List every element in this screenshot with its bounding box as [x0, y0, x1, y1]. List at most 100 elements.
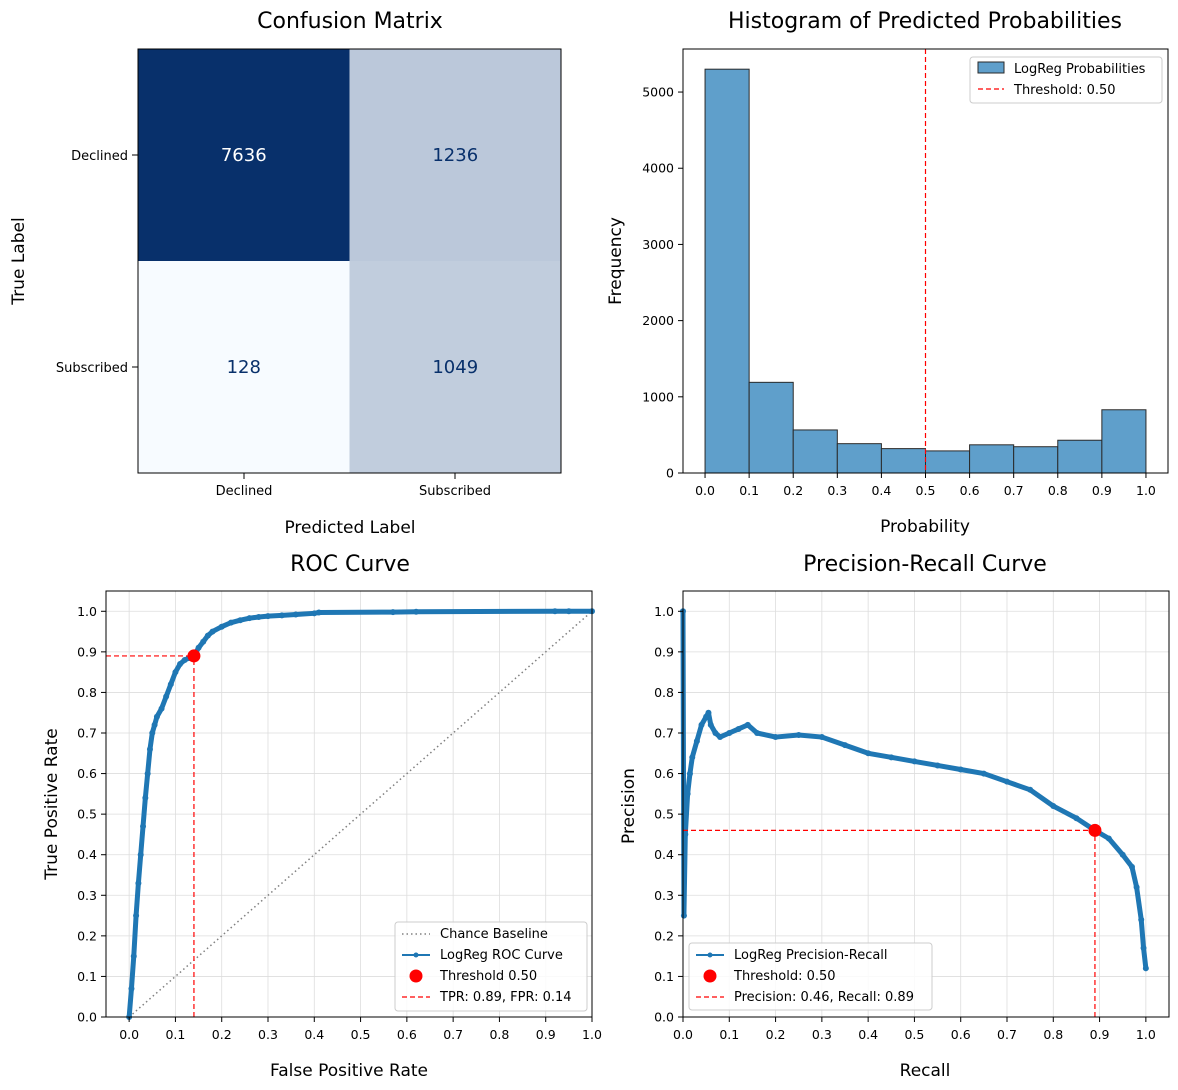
- hist-xtick-2: 0.2: [783, 483, 803, 498]
- pr-curve-point-33: [1119, 851, 1126, 858]
- cm-cells: 7636 1236 128 1049: [138, 49, 562, 474]
- roc-curve-point-13: [158, 705, 165, 712]
- roc-ylabel: True Positive Rate: [42, 728, 62, 880]
- cm-xtick-0: Declined: [216, 484, 273, 499]
- roc-curve-point-14: [163, 693, 170, 700]
- pr-curve-point-21: [865, 750, 872, 757]
- hist-xtick-3: 0.3: [827, 483, 847, 498]
- confusion-matrix-panel: Confusion Matrix 7636 1236 128 1049 Decline…: [9, 9, 562, 538]
- hist-bars: [704, 68, 1147, 474]
- roc-xtick-8: 0.8: [489, 1027, 509, 1042]
- roc-ytick-3: 0.3: [77, 888, 97, 903]
- pr-xticks: 0.0 0.1 0.2 0.3 0.4 0.5 0.6 0.7 0.8 0.9 1.0: [673, 1017, 1156, 1042]
- roc-curve-point-33: [311, 610, 318, 617]
- cm-ytick-1: Subscribed: [56, 361, 128, 376]
- roc-curve-point-3: [133, 912, 140, 919]
- roc-xtick-7: 0.7: [443, 1027, 463, 1042]
- cm-frame: [137, 48, 562, 474]
- pr-curve-point-24: [934, 762, 941, 769]
- roc-frame: [105, 590, 593, 1018]
- pr-curve-point-34: [1128, 863, 1135, 870]
- hist-title: Histogram of Predicted Probabilities: [728, 9, 1122, 34]
- pr-xtick-0: 0.0: [673, 1027, 693, 1042]
- pr-threshold-point: [1088, 823, 1102, 837]
- hist-bar-0: [704, 68, 750, 474]
- pr-xtick-2: 0.2: [766, 1027, 786, 1042]
- pr-curve-point-18: [795, 732, 802, 739]
- pr-yticks: 0.0 0.1 0.2 0.3 0.4 0.5 0.6 0.7 0.8 0.9 1.0: [654, 604, 683, 1025]
- roc-curve-point-36: [413, 608, 420, 615]
- pr-curve-point-37: [1140, 945, 1147, 952]
- roc-curve-point-24: [209, 628, 216, 635]
- roc-curve-point-7: [142, 794, 149, 801]
- roc-curve-point-38: [565, 608, 572, 615]
- roc-curve-point-12: [153, 713, 160, 720]
- hist-bar-6: [969, 444, 1015, 474]
- cm-ylabel: True Label: [9, 217, 29, 305]
- hist-xtick-7: 0.7: [1004, 483, 1024, 498]
- pr-legend-label-0: LogReg Precision-Recall: [734, 948, 888, 963]
- pr-curve-point-5: [689, 754, 696, 761]
- roc-curve-point-9: [146, 746, 153, 753]
- pr-xtick-6: 0.6: [951, 1027, 971, 1042]
- hist-ytick-5: 5000: [642, 85, 674, 100]
- roc-curve-point-23: [204, 632, 211, 639]
- hist-bar-7: [1013, 446, 1059, 474]
- hist-ytick-4: 4000: [642, 161, 674, 176]
- cm-ytick-0: Declined: [71, 149, 128, 164]
- pr-curve-point-6: [693, 738, 700, 745]
- hist-bar-8: [1057, 439, 1103, 474]
- roc-curve-point-18: [181, 656, 188, 663]
- roc-curve-point-25: [218, 623, 225, 630]
- pr-curve-point-26: [980, 770, 987, 777]
- roc-ytick-9: 0.9: [77, 644, 97, 659]
- pr-xtick-8: 0.8: [1043, 1027, 1063, 1042]
- hist-legend: LogReg Probabilities Threshold: 0.50: [969, 56, 1163, 104]
- roc-curve-point-11: [151, 721, 158, 728]
- pr-ytick-6: 0.6: [654, 766, 674, 781]
- roc-ytick-6: 0.6: [77, 766, 97, 781]
- pr-curve-point-38: [1142, 965, 1149, 972]
- pr-legend: LogReg Precision-Recall Threshold: 0.50 …: [688, 942, 933, 1011]
- hist-legend-label-1: Threshold: 0.50: [1013, 83, 1116, 98]
- pr-curve-point-23: [911, 758, 918, 765]
- pr-legend-swatch-threshold: [703, 969, 717, 983]
- pr-legend-box: [688, 942, 933, 1011]
- pr-curve-point-30: [1073, 815, 1080, 822]
- roc-curve-point-10: [149, 730, 156, 736]
- roc-curve-point-22: [200, 638, 207, 645]
- pr-curve-point-4: [686, 770, 693, 777]
- pr-ytick-1: 0.1: [654, 969, 674, 984]
- cm-cell-value-1-1: 1049: [432, 357, 478, 378]
- pr-curve-point-13: [726, 730, 733, 736]
- pr-xtick-1: 0.1: [719, 1027, 739, 1042]
- roc-yticks: 0.0 0.1 0.2 0.3 0.4 0.5 0.6 0.7 0.8 0.9 1.0: [77, 604, 106, 1025]
- pr-ytick-7: 0.7: [654, 726, 674, 741]
- cm-cell-0-0: [138, 49, 350, 262]
- roc-xtick-9: 0.9: [536, 1027, 556, 1042]
- roc-curve-point-32: [292, 611, 299, 618]
- pr-curve-point-20: [842, 742, 848, 749]
- pr-xtick-3: 0.3: [812, 1027, 832, 1042]
- pr-legend-swatch-marker: [707, 952, 713, 958]
- roc-xtick-2: 0.2: [212, 1027, 232, 1042]
- roc-xtick-3: 0.3: [258, 1027, 278, 1042]
- roc-legend-label-3: TPR: 0.89, FPR: 0.14: [439, 990, 572, 1005]
- pr-curve-point-2: [682, 831, 689, 838]
- roc-curve-point-35: [389, 609, 396, 616]
- hist-xlabel: Probability: [880, 517, 970, 537]
- pr-xtick-5: 0.5: [904, 1027, 924, 1042]
- pr-curve-point-10: [707, 721, 714, 728]
- roc-legend: Chance Baseline LogReg ROC Curve Thresho…: [394, 921, 588, 1012]
- cm-cell-value-0-0: 7636: [221, 145, 267, 166]
- roc-legend-box: [394, 921, 588, 1012]
- pr-curve-point-1: [680, 912, 687, 919]
- pr-curve-point-29: [1050, 803, 1057, 810]
- roc-curve-point-30: [265, 613, 271, 620]
- roc-xtick-0: 0.0: [119, 1027, 139, 1042]
- roc-curve-point-16: [172, 669, 179, 676]
- pr-curve-point-17: [772, 734, 779, 741]
- roc-curve-point-4: [135, 880, 142, 887]
- pr-ylabel: Precision: [619, 768, 639, 844]
- roc-curve-point-1: [128, 985, 135, 992]
